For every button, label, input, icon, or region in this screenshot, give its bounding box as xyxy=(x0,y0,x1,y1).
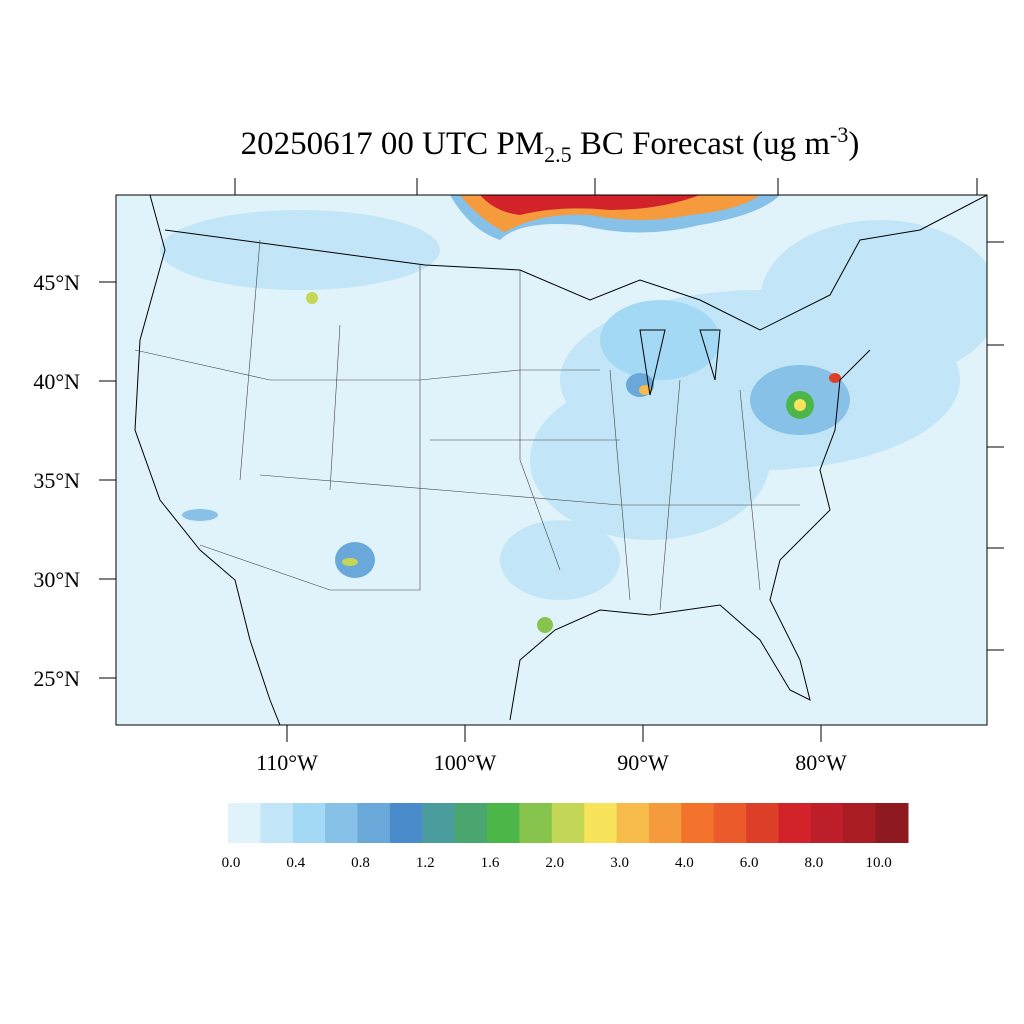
colorbar-box xyxy=(422,803,456,843)
title-sub: 2.5 xyxy=(544,142,572,167)
lat-tick-label: 35°N xyxy=(33,468,80,493)
lat-tick-label: 45°N xyxy=(33,270,80,295)
colorbar-box xyxy=(357,803,391,843)
frame-ticks xyxy=(234,178,1004,651)
colorbar-box xyxy=(778,803,812,843)
colorbar-box xyxy=(551,803,585,843)
colorbar-box xyxy=(875,803,909,843)
colorbar-box xyxy=(389,803,423,843)
lon-tick-label: 100°W xyxy=(434,750,497,775)
colorbar-box xyxy=(228,803,261,843)
concentration-fields xyxy=(160,195,987,633)
colorbar-label: 10.0 xyxy=(865,855,891,871)
colorbar-label: 0.0 xyxy=(222,855,241,871)
lat-tick-label: 25°N xyxy=(33,666,80,691)
colorbar-label: 1.6 xyxy=(481,855,500,871)
colorbar-box xyxy=(487,803,520,843)
lon-tick-label: 80°W xyxy=(795,750,847,775)
coastlines xyxy=(134,195,987,725)
lon-tick-label: 90°W xyxy=(617,750,669,775)
colorbar-box xyxy=(325,803,359,843)
state-borders xyxy=(134,239,800,611)
colorbar-label: 2.0 xyxy=(545,855,564,871)
lat-tick-label: 40°N xyxy=(33,369,80,394)
colorbar-label: 3.0 xyxy=(610,855,629,871)
colorbar-label: 8.0 xyxy=(804,855,823,871)
map-frame xyxy=(115,194,988,726)
colorbar-label: 4.0 xyxy=(675,855,694,871)
colorbar-box xyxy=(616,803,650,843)
lon-tick-label: 110°W xyxy=(256,750,318,775)
colorbar-box xyxy=(260,803,294,843)
colorbar-box xyxy=(519,803,553,843)
colorbar-box xyxy=(292,803,326,843)
colorbar-box xyxy=(746,803,779,843)
colorbar-box xyxy=(843,803,877,843)
colorbar-box xyxy=(584,803,618,843)
lat-tick-label: 30°N xyxy=(33,567,80,592)
colorbar-label: 6.0 xyxy=(740,855,759,871)
colorbar-box xyxy=(454,803,488,843)
title: 20250617 00 UTC PM2.5 BC Forecast (ug m-… xyxy=(241,122,860,167)
title-rest: BC Forecast (ug m xyxy=(572,126,831,162)
colorbar-box xyxy=(681,803,715,843)
colorbar-label: 0.8 xyxy=(351,855,370,871)
title-main: 20250617 00 UTC PM xyxy=(241,126,544,162)
colorbar-box xyxy=(713,803,747,843)
colorbar-box xyxy=(648,803,682,843)
colorbar-label: 0.4 xyxy=(286,855,305,871)
title-sup: -3 xyxy=(830,122,848,147)
title-end: ) xyxy=(848,126,859,162)
map-area xyxy=(116,195,987,725)
colorbar-box xyxy=(810,803,844,843)
colorbar-label: 1.2 xyxy=(416,855,435,871)
